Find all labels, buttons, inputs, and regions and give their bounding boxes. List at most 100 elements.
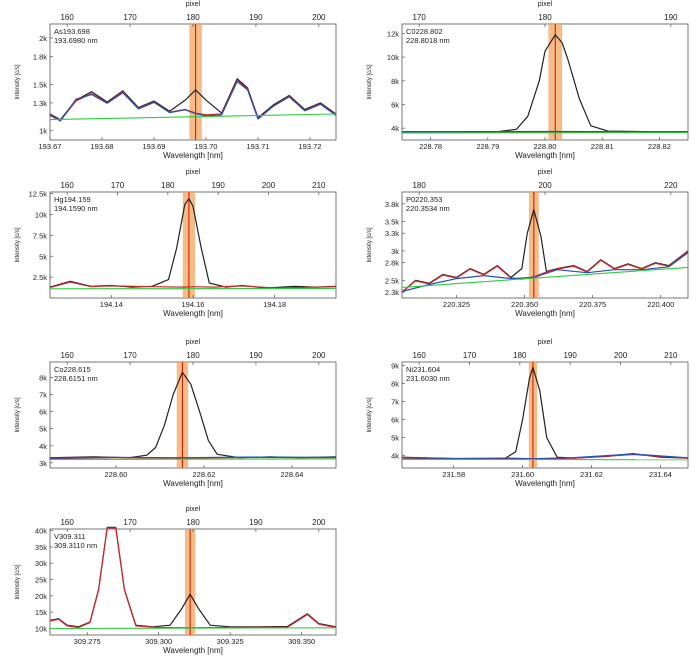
spectrum-series-line <box>49 456 337 459</box>
x-tick-label: 228.64 <box>281 470 304 479</box>
pixel-tick-label: 200 <box>262 181 276 190</box>
y-tick-label: 10k <box>35 624 47 633</box>
chart-panel-hg194: pixel 160 170 180 190 200 210 194.14 194.16 194.1… <box>10 168 340 318</box>
y-tick-label: 5k <box>39 252 47 261</box>
spectrum-chart: pixel 160 170 180 190 200 228.60 228.62 228.64 Wa… <box>15 339 337 488</box>
pixel-tick-label: 200 <box>312 13 326 22</box>
chart-panel-p220: pixel 180 200 220 220.325 220.350 220.375 220.4… <box>362 168 692 318</box>
element-wavelength-label: 228.8018 nm <box>406 36 450 45</box>
pixel-tick-label: 220 <box>664 181 678 190</box>
x-tick-label: 228.62 <box>193 470 216 479</box>
spectrum-series-line <box>49 78 337 121</box>
x-tick-label: 220.325 <box>443 300 470 309</box>
x-tick-label: 228.60 <box>105 470 128 479</box>
y-tick-label: 8k <box>391 380 399 389</box>
pixel-tick-label: 160 <box>60 351 74 360</box>
x-axis-title: Wavelength [nm] <box>515 151 575 160</box>
pixel-tick-label: 210 <box>312 181 326 190</box>
x-axis-title: Wavelength [nm] <box>163 479 223 488</box>
spectrum-chart: pixel 160 170 180 190 200 309.275 309.300 309.32… <box>15 506 337 655</box>
y-tick-label: 7k <box>39 390 47 399</box>
y-axis-title: Intensity [c/s] <box>367 397 373 432</box>
chart-panel-v309: pixel 160 170 180 190 200 309.275 309.300 309.32… <box>10 505 340 655</box>
pixel-tick-label: 180 <box>161 181 175 190</box>
x-tick-label: 228.80 <box>534 142 557 151</box>
y-tick-label: 1.3k <box>33 99 47 108</box>
x-tick-label: 220.350 <box>511 300 538 309</box>
x-tick-label: 309.325 <box>217 637 244 646</box>
x-tick-label: 193.69 <box>143 142 166 151</box>
x-tick-label: 309.300 <box>145 637 172 646</box>
plot-frame <box>49 361 337 469</box>
pixel-tick-label: 190 <box>249 351 263 360</box>
pixel-tick-label: 180 <box>186 518 200 527</box>
spectrum-series-line <box>49 281 337 289</box>
pixel-tick-label: 170 <box>123 13 137 22</box>
y-tick-label: 3k <box>39 459 47 468</box>
spectrum-series-line <box>402 34 688 133</box>
y-tick-label: 3.3k <box>385 229 399 238</box>
y-tick-label: 1.8k <box>33 52 47 61</box>
y-tick-label: 1k <box>39 127 47 136</box>
y-tick-label: 8k <box>39 373 47 382</box>
spectrum-chart: pixel 160 170 180 190 200 210 231.58 231.60 231.6… <box>367 339 689 488</box>
y-tick-label: 4k <box>391 451 399 460</box>
y-tick-label: 7.5k <box>33 231 47 240</box>
y-tick-label: 40k <box>35 527 47 536</box>
pixel-tick-label: 160 <box>412 351 426 360</box>
x-tick-label: 193.67 <box>39 142 62 151</box>
pixel-axis-title: pixel <box>186 169 201 176</box>
pixel-tick-label: 190 <box>563 351 577 360</box>
pixel-axis-title: pixel <box>186 506 201 513</box>
x-tick-label: 231.60 <box>511 470 534 479</box>
spectrum-series-line <box>49 627 337 630</box>
pixel-tick-label: 170 <box>111 181 125 190</box>
element-line-label: C0228.802 <box>406 27 443 36</box>
spectrum-series-line <box>49 458 337 461</box>
x-tick-label: 193.68 <box>91 142 114 151</box>
y-axis-title: Intensity [c/s] <box>15 397 21 432</box>
pixel-tick-label: 190 <box>249 518 263 527</box>
spectrum-series-line <box>401 453 689 460</box>
plot-frame <box>401 23 689 141</box>
y-tick-label: 9k <box>391 362 399 371</box>
spectrum-series-line <box>401 266 689 288</box>
x-tick-label: 193.72 <box>299 142 322 151</box>
y-tick-label: 2.5k <box>33 273 47 282</box>
spectrum-chart: pixel 160 170 180 190 200 210 194.14 194.16 194.1… <box>15 169 337 318</box>
spectrum-chart: pixel 160 170 180 190 200 193.67 193.68 193.69 19… <box>15 1 337 160</box>
x-axis-title: Wavelength [nm] <box>163 151 223 160</box>
pixel-tick-label: 190 <box>211 181 225 190</box>
y-tick-label: 20k <box>35 592 47 601</box>
x-tick-label: 194.14 <box>100 300 123 309</box>
chart-panel-ni231: pixel 160 170 180 190 200 210 231.58 231.60 231.6… <box>362 338 692 488</box>
pixel-axis-title: pixel <box>186 1 201 8</box>
y-tick-label: 5k <box>39 425 47 434</box>
y-tick-label: 2.8k <box>385 259 399 268</box>
y-tick-label: 5k <box>391 433 399 442</box>
y-tick-label: 12.5k <box>29 190 48 199</box>
pixel-axis-title: pixel <box>186 339 201 346</box>
chart-panel-co228: pixel 160 170 180 190 200 228.60 228.62 228.64 Wa… <box>10 338 340 488</box>
pixel-tick-label: 170 <box>412 13 426 22</box>
pixel-tick-label: 170 <box>123 351 137 360</box>
y-axis-title: Intensity [c/s] <box>367 64 373 99</box>
pixel-tick-label: 160 <box>60 518 74 527</box>
y-tick-label: 10k <box>387 53 399 62</box>
pixel-axis-title: pixel <box>538 1 553 8</box>
pixel-axis-title: pixel <box>538 169 553 176</box>
pixel-tick-label: 160 <box>60 181 74 190</box>
y-tick-label: 6k <box>391 415 399 424</box>
y-tick-label: 15k <box>35 608 47 617</box>
spectrum-series-line <box>401 130 689 133</box>
pixel-tick-label: 180 <box>186 13 200 22</box>
x-tick-label: 309.275 <box>74 637 101 646</box>
spectrum-series-line <box>49 80 337 122</box>
pixel-tick-label: 160 <box>60 13 74 22</box>
pixel-tick-label: 170 <box>463 351 477 360</box>
spectrum-series-line <box>49 527 337 629</box>
y-tick-label: 3.8k <box>385 200 399 209</box>
x-tick-label: 231.64 <box>649 470 672 479</box>
x-tick-label: 228.79 <box>476 142 499 151</box>
spectrum-series-line <box>401 251 689 293</box>
